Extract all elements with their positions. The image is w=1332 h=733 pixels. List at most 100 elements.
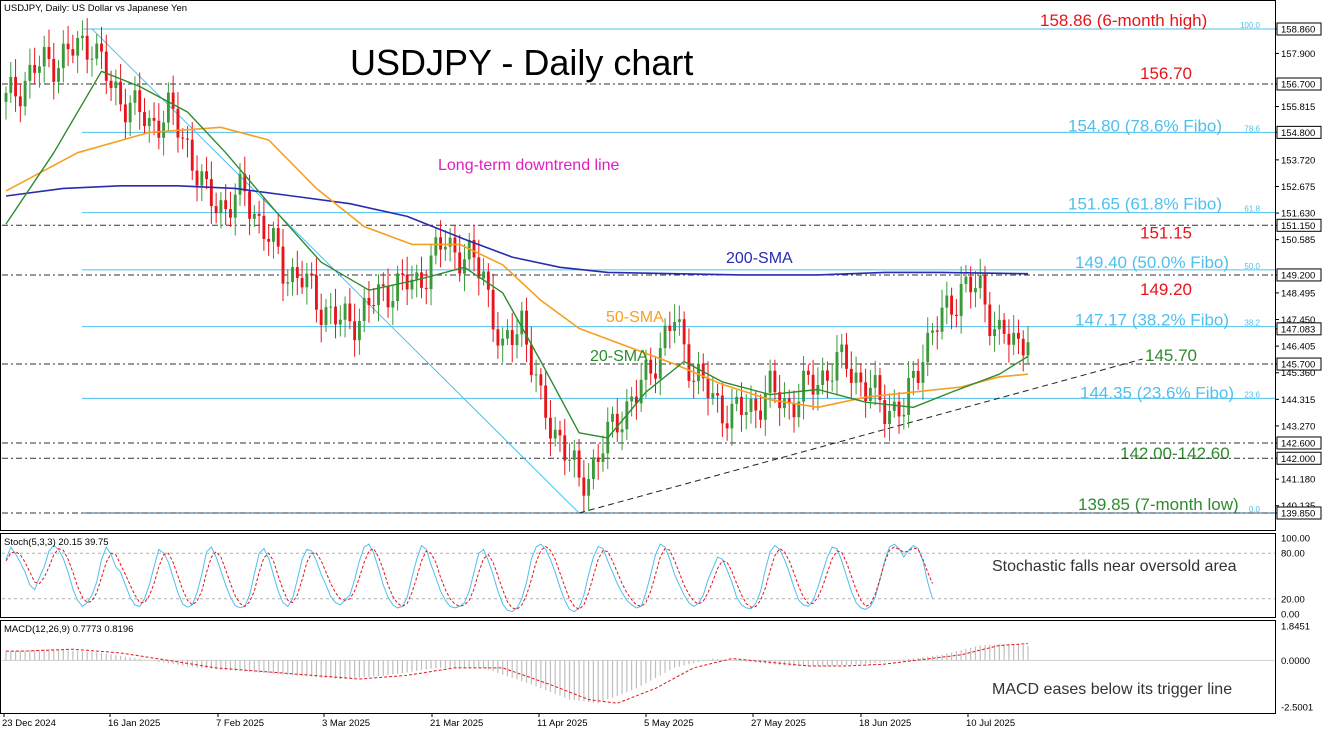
candle bbox=[76, 30, 80, 74]
candle-body bbox=[859, 372, 863, 383]
candle bbox=[52, 42, 56, 100]
price-tick-label: 143.270 bbox=[1281, 421, 1315, 432]
candle-body bbox=[262, 215, 266, 239]
candle bbox=[229, 191, 232, 227]
candle-body bbox=[501, 338, 505, 346]
price-tick-label: 146.405 bbox=[1281, 342, 1315, 353]
candle-body bbox=[825, 370, 829, 381]
price-marker-box bbox=[1276, 436, 1322, 450]
candle-body bbox=[601, 453, 605, 462]
candle-body bbox=[902, 414, 906, 417]
candle bbox=[591, 449, 595, 490]
candle bbox=[931, 322, 934, 346]
candle bbox=[18, 83, 22, 123]
candle-body bbox=[329, 306, 333, 308]
candle bbox=[997, 304, 1001, 345]
candle-body bbox=[14, 76, 17, 97]
candle-body bbox=[420, 272, 423, 288]
candle bbox=[157, 103, 161, 150]
candle bbox=[334, 288, 337, 339]
stoch-title: Stoch(5,3,3) 20.15 39.75 bbox=[4, 537, 109, 548]
candle bbox=[864, 368, 868, 418]
candle-body bbox=[883, 400, 887, 424]
candle bbox=[190, 122, 194, 181]
candle-body bbox=[477, 257, 481, 279]
candle-body bbox=[23, 80, 27, 107]
candle bbox=[424, 270, 428, 305]
candle-body bbox=[47, 47, 51, 59]
candle-body bbox=[57, 68, 60, 82]
candle-body bbox=[42, 47, 46, 67]
candle-body bbox=[802, 370, 805, 402]
candle bbox=[314, 258, 318, 323]
candle-body bbox=[682, 319, 686, 345]
candle-body bbox=[716, 393, 720, 396]
candle-body bbox=[644, 359, 648, 380]
candle bbox=[14, 59, 17, 112]
candle bbox=[415, 264, 419, 298]
candle-body bbox=[229, 209, 232, 218]
price-marker-box bbox=[1276, 77, 1322, 91]
candle bbox=[654, 355, 657, 394]
candle-body bbox=[993, 329, 997, 336]
price-tick-label: 155.815 bbox=[1281, 102, 1315, 113]
candle-body bbox=[711, 393, 715, 399]
candle bbox=[993, 311, 997, 352]
candle-body bbox=[821, 370, 825, 385]
candle-body bbox=[634, 396, 638, 404]
candle-body bbox=[486, 271, 490, 290]
candle-body bbox=[515, 334, 519, 346]
stoch-annotation: Stochastic falls near oversold area bbox=[992, 558, 1237, 575]
candle-body bbox=[37, 66, 41, 73]
price-tick-label: 149.200 bbox=[1281, 270, 1315, 281]
candle bbox=[66, 25, 70, 66]
level-label: 154.80 (78.6% Fibo) bbox=[1068, 116, 1222, 135]
candle bbox=[400, 259, 404, 291]
candle bbox=[639, 362, 643, 412]
candle bbox=[300, 260, 304, 294]
candle bbox=[434, 226, 438, 265]
candle-body bbox=[257, 213, 261, 216]
candle-body bbox=[443, 246, 447, 250]
candle-body bbox=[587, 479, 591, 496]
candle-body bbox=[367, 297, 371, 306]
candle-body bbox=[950, 295, 954, 315]
candle bbox=[644, 349, 648, 398]
candle-body bbox=[754, 398, 758, 411]
candle bbox=[959, 266, 963, 334]
candle-body bbox=[506, 330, 509, 339]
level-label: 149.40 (50.0% Fibo) bbox=[1075, 253, 1229, 272]
candle bbox=[725, 405, 729, 441]
candle-body bbox=[252, 213, 256, 219]
fibo-ratio-label: 23.6 bbox=[1244, 390, 1260, 399]
candle bbox=[553, 416, 557, 447]
level-label: 144.35 (23.6% Fibo) bbox=[1080, 383, 1234, 402]
candle bbox=[4, 86, 8, 120]
date-tick-label: 23 Dec 2024 bbox=[2, 718, 56, 729]
candle bbox=[200, 164, 204, 202]
stoch-panel-frame bbox=[0, 533, 1276, 618]
candle-body bbox=[1017, 332, 1020, 339]
candle bbox=[596, 443, 600, 480]
candle-body bbox=[692, 380, 696, 382]
date-tick-label: 5 May 2025 bbox=[644, 718, 694, 729]
candle-body bbox=[916, 370, 920, 383]
candle bbox=[558, 420, 562, 452]
candle-body bbox=[878, 375, 882, 401]
candle-body bbox=[840, 344, 844, 353]
candle-body bbox=[200, 171, 204, 186]
candle bbox=[840, 333, 844, 369]
candle bbox=[152, 102, 156, 136]
candle-body bbox=[873, 375, 877, 388]
candle-body bbox=[9, 76, 13, 93]
date-tick-label: 3 Mar 2025 bbox=[322, 718, 370, 729]
candle-body bbox=[95, 43, 99, 59]
candle bbox=[730, 388, 734, 446]
candle-body bbox=[314, 275, 318, 310]
candle bbox=[133, 76, 137, 115]
price-marker-box bbox=[1276, 506, 1322, 520]
price-tick-label: 145.360 bbox=[1281, 368, 1315, 379]
candle-body bbox=[811, 374, 815, 395]
candle-body bbox=[114, 81, 118, 89]
candle bbox=[926, 317, 930, 376]
